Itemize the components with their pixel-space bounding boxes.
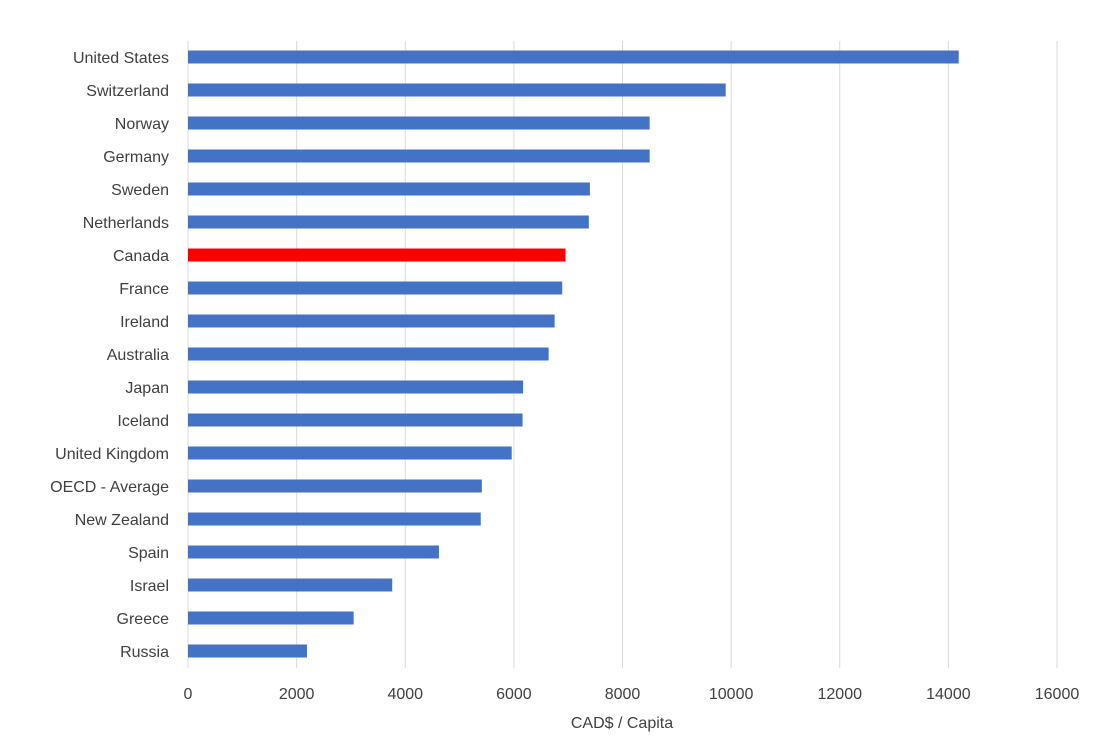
bar [188, 611, 354, 625]
category-label: Israel [130, 578, 169, 595]
bar [188, 446, 512, 460]
bar [188, 116, 650, 130]
x-tick-label: 4000 [387, 686, 423, 703]
category-label: France [119, 281, 169, 298]
category-label: Spain [128, 545, 169, 562]
category-label: Greece [117, 611, 170, 628]
bar [188, 281, 563, 295]
bar [188, 149, 650, 163]
x-tick-label: 16000 [1035, 686, 1080, 703]
bar [188, 215, 589, 229]
bars [188, 50, 959, 658]
category-label: Iceland [117, 413, 169, 430]
bar [188, 578, 393, 592]
x-tick-label: 6000 [496, 686, 532, 703]
bar [188, 314, 555, 328]
category-label: Netherlands [83, 215, 169, 232]
category-label: Sweden [111, 182, 169, 199]
category-label: Japan [125, 380, 169, 397]
category-label: United States [73, 50, 169, 67]
x-tick-label: 8000 [605, 686, 641, 703]
x-axis-title: CAD$ / Capita [571, 715, 673, 732]
category-label: Canada [113, 248, 169, 265]
category-label: Russia [120, 644, 169, 661]
category-label: Ireland [120, 314, 169, 331]
bar [188, 50, 959, 64]
bar [188, 545, 439, 559]
bar [188, 182, 590, 196]
category-label: Germany [103, 149, 169, 166]
category-label: Australia [107, 347, 169, 364]
x-tick-label: 14000 [926, 686, 971, 703]
bar [188, 248, 566, 262]
x-tick-label: 2000 [279, 686, 315, 703]
bar [188, 644, 307, 658]
bar [188, 413, 523, 427]
category-label: United Kingdom [55, 446, 169, 463]
category-label: Norway [115, 116, 169, 133]
bar [188, 83, 726, 97]
category-label: Switzerland [86, 83, 169, 100]
bar [188, 347, 549, 361]
category-labels: United States Switzerland Norway Germany Swe… [50, 50, 169, 661]
category-label: New Zealand [75, 512, 169, 529]
gridlines [187, 41, 1058, 668]
bar [188, 512, 481, 526]
bar [188, 380, 524, 394]
x-tick-label: 10000 [709, 686, 754, 703]
x-tick-label: 0 [184, 686, 193, 703]
bar [188, 479, 482, 493]
category-label: OECD - Average [50, 479, 169, 496]
x-tick-labels: 0 2000 4000 6000 8000 10000 12000 14000 16000 [184, 686, 1080, 703]
x-tick-label: 12000 [818, 686, 863, 703]
